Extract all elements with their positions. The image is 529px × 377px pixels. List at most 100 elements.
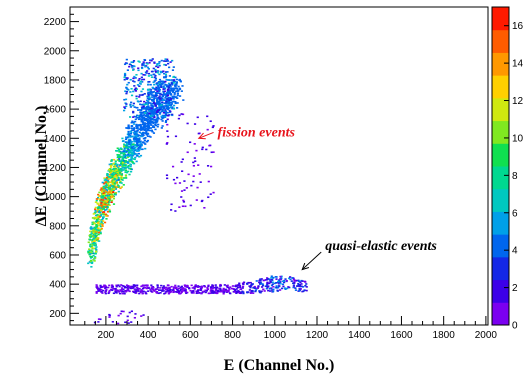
- heatmap-cell: [141, 67, 144, 70]
- heatmap-cell: [272, 276, 275, 279]
- heatmap-cell: [237, 284, 240, 286]
- heatmap-cell: [143, 126, 146, 129]
- heatmap-cell: [145, 130, 148, 132]
- heatmap-cell: [145, 131, 148, 134]
- heatmap-cell: [279, 275, 282, 278]
- heatmap-cell: [128, 141, 131, 144]
- heatmap-cell: [107, 183, 110, 186]
- y-tick-label: 2200: [44, 17, 67, 28]
- heatmap-cell: [198, 173, 201, 175]
- heatmap-cell: [170, 103, 173, 105]
- heatmap-cell: [139, 118, 142, 120]
- heatmap-cell: [135, 160, 138, 163]
- heatmap-cell: [248, 289, 251, 291]
- heatmap-cell: [130, 87, 133, 90]
- heatmap-cell: [139, 291, 142, 294]
- heatmap-cell: [236, 285, 239, 287]
- plot-frame: [69, 6, 489, 326]
- heatmap-cell: [165, 78, 168, 81]
- heatmap-cell: [131, 154, 134, 157]
- heatmap-cell: [122, 177, 126, 179]
- heatmap-cell: [120, 290, 123, 292]
- heatmap-cell: [131, 135, 134, 138]
- heatmap-cell: [230, 287, 234, 290]
- heatmap-cell: [166, 142, 169, 144]
- heatmap-cell: [168, 99, 171, 101]
- heatmap-cell: [98, 240, 101, 242]
- heatmap-cell: [144, 102, 148, 104]
- heatmap-cell: [148, 112, 151, 115]
- heatmap-cell: [203, 285, 206, 287]
- heatmap-cell: [169, 291, 173, 293]
- heatmap-cell: [158, 106, 161, 109]
- heatmap-cell: [140, 289, 143, 292]
- heatmap-cell: [98, 198, 101, 200]
- heatmap-cell: [130, 168, 133, 171]
- heatmap-cell: [219, 289, 222, 292]
- heatmap-cell: [116, 174, 119, 177]
- heatmap-cell: [236, 286, 240, 289]
- heatmap-cell: [189, 204, 192, 207]
- heatmap-cell: [180, 196, 183, 198]
- heatmap-cell: [114, 164, 117, 167]
- heatmap-cell: [94, 232, 97, 235]
- heatmap-cell: [162, 90, 165, 93]
- heatmap-cell: [137, 139, 140, 142]
- heatmap-cell: [143, 284, 146, 287]
- heatmap-cell: [138, 114, 142, 117]
- heatmap-cell: [154, 123, 157, 126]
- heatmap-cell: [108, 163, 111, 166]
- heatmap-cell: [124, 147, 127, 149]
- heatmap-cell: [101, 205, 104, 208]
- heatmap-cell: [116, 159, 120, 161]
- heatmap-cell: [113, 178, 116, 180]
- heatmap-cell: [106, 191, 109, 194]
- heatmap-cell: [95, 225, 99, 228]
- heatmap-cell: [111, 321, 114, 323]
- heatmap-cell: [168, 291, 171, 294]
- heatmap-cell: [134, 120, 137, 123]
- heatmap-cell: [144, 71, 148, 74]
- heatmap-cell: [133, 75, 136, 78]
- heatmap-cell: [125, 136, 128, 139]
- heatmap-cell: [108, 174, 112, 176]
- heatmap-cell: [117, 314, 120, 317]
- heatmap-cell: [172, 290, 175, 293]
- heatmap-cell: [137, 60, 140, 63]
- heatmap-cell: [130, 61, 133, 63]
- heatmap-cell: [151, 102, 155, 105]
- heatmap-cell: [147, 126, 151, 128]
- heatmap-cell: [145, 122, 149, 125]
- heatmap-cell: [154, 105, 157, 107]
- heatmap-cell: [144, 115, 147, 117]
- heatmap-cell: [115, 180, 119, 182]
- heatmap-cell: [196, 291, 200, 294]
- heatmap-cell: [107, 180, 110, 183]
- heatmap-cell: [157, 89, 160, 91]
- heatmap-cell: [106, 215, 109, 217]
- x-tick-label: 200: [98, 330, 115, 341]
- heatmap-cell: [199, 289, 202, 292]
- heatmap-cell: [91, 241, 94, 243]
- heatmap-cell: [130, 157, 134, 159]
- heatmap-cell: [130, 156, 133, 158]
- heatmap-cell: [159, 71, 163, 74]
- heatmap-cell: [124, 98, 128, 101]
- heatmap-cell: [142, 286, 145, 289]
- heatmap-cell: [164, 116, 167, 118]
- heatmap-cell: [166, 79, 170, 81]
- heatmap-cell: [114, 188, 117, 190]
- heatmap-cell: [180, 90, 183, 92]
- heatmap-cell: [135, 153, 138, 155]
- heatmap-cell: [135, 116, 138, 118]
- heatmap-cell: [128, 143, 131, 145]
- heatmap-cell: [112, 287, 115, 290]
- heatmap-cell: [204, 289, 207, 292]
- heatmap-cell: [145, 62, 148, 64]
- heatmap-cell: [135, 140, 138, 143]
- heatmap-cell: [150, 109, 154, 112]
- heatmap-cell: [105, 215, 108, 217]
- heatmap-cell: [137, 134, 141, 137]
- heatmap-cell: [147, 68, 150, 70]
- heatmap-cell: [154, 128, 157, 131]
